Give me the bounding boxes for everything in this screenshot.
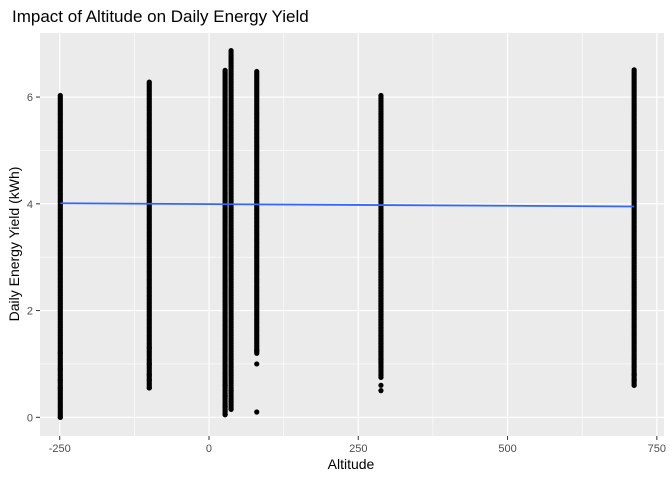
data-point bbox=[222, 382, 228, 388]
x-tick-label: -250 bbox=[49, 443, 71, 455]
x-tick-label: 0 bbox=[206, 443, 212, 455]
data-point bbox=[146, 345, 152, 351]
trend-line bbox=[60, 202, 635, 208]
chart-title: Impact of Altitude on Daily Energy Yield bbox=[12, 7, 309, 26]
y-axis-label: Daily Energy Yield (kWh) bbox=[6, 167, 22, 322]
data-point bbox=[228, 388, 234, 394]
data-point bbox=[378, 388, 384, 394]
data-points bbox=[57, 48, 637, 420]
x-axis-label: Altitude bbox=[328, 456, 375, 472]
data-point bbox=[146, 385, 152, 391]
data-point bbox=[228, 406, 234, 412]
x-tick-label: 500 bbox=[498, 443, 516, 455]
y-axis-ticks: 0 2 4 6 bbox=[27, 92, 40, 424]
trend-line-group bbox=[60, 202, 635, 208]
data-point bbox=[146, 372, 152, 378]
data-point bbox=[254, 68, 260, 75]
data-point bbox=[222, 67, 228, 73]
data-point bbox=[146, 361, 152, 367]
data-point bbox=[631, 377, 637, 383]
data-point bbox=[146, 79, 152, 85]
data-point bbox=[57, 366, 63, 372]
data-point bbox=[228, 48, 234, 54]
y-tick-label: 2 bbox=[27, 306, 33, 318]
data-point bbox=[222, 412, 228, 418]
data-point bbox=[631, 382, 637, 388]
data-point bbox=[228, 398, 234, 404]
y-tick-label: 0 bbox=[27, 412, 33, 424]
x-tick-label: 250 bbox=[349, 443, 367, 455]
data-point bbox=[146, 377, 152, 383]
data-point bbox=[57, 377, 63, 383]
data-point bbox=[378, 374, 384, 380]
data-point bbox=[222, 404, 228, 410]
data-point bbox=[631, 372, 637, 378]
data-point bbox=[254, 409, 260, 415]
x-tick-label: 750 bbox=[648, 443, 666, 455]
major-gridlines bbox=[40, 33, 664, 436]
plot-panel bbox=[40, 33, 664, 436]
data-point bbox=[57, 414, 63, 420]
data-point bbox=[57, 92, 63, 99]
data-point bbox=[254, 361, 260, 367]
data-point bbox=[378, 92, 384, 99]
minor-gridlines bbox=[40, 33, 664, 436]
y-tick-label: 6 bbox=[27, 92, 33, 104]
x-axis-ticks: -250 0 250 500 750 bbox=[49, 436, 666, 455]
data-point bbox=[57, 385, 63, 391]
data-point bbox=[378, 231, 384, 237]
y-tick-label: 4 bbox=[27, 199, 33, 211]
data-point bbox=[222, 393, 228, 399]
data-point bbox=[378, 382, 384, 388]
data-point bbox=[57, 350, 63, 356]
data-point bbox=[254, 347, 260, 354]
data-point bbox=[631, 67, 637, 73]
